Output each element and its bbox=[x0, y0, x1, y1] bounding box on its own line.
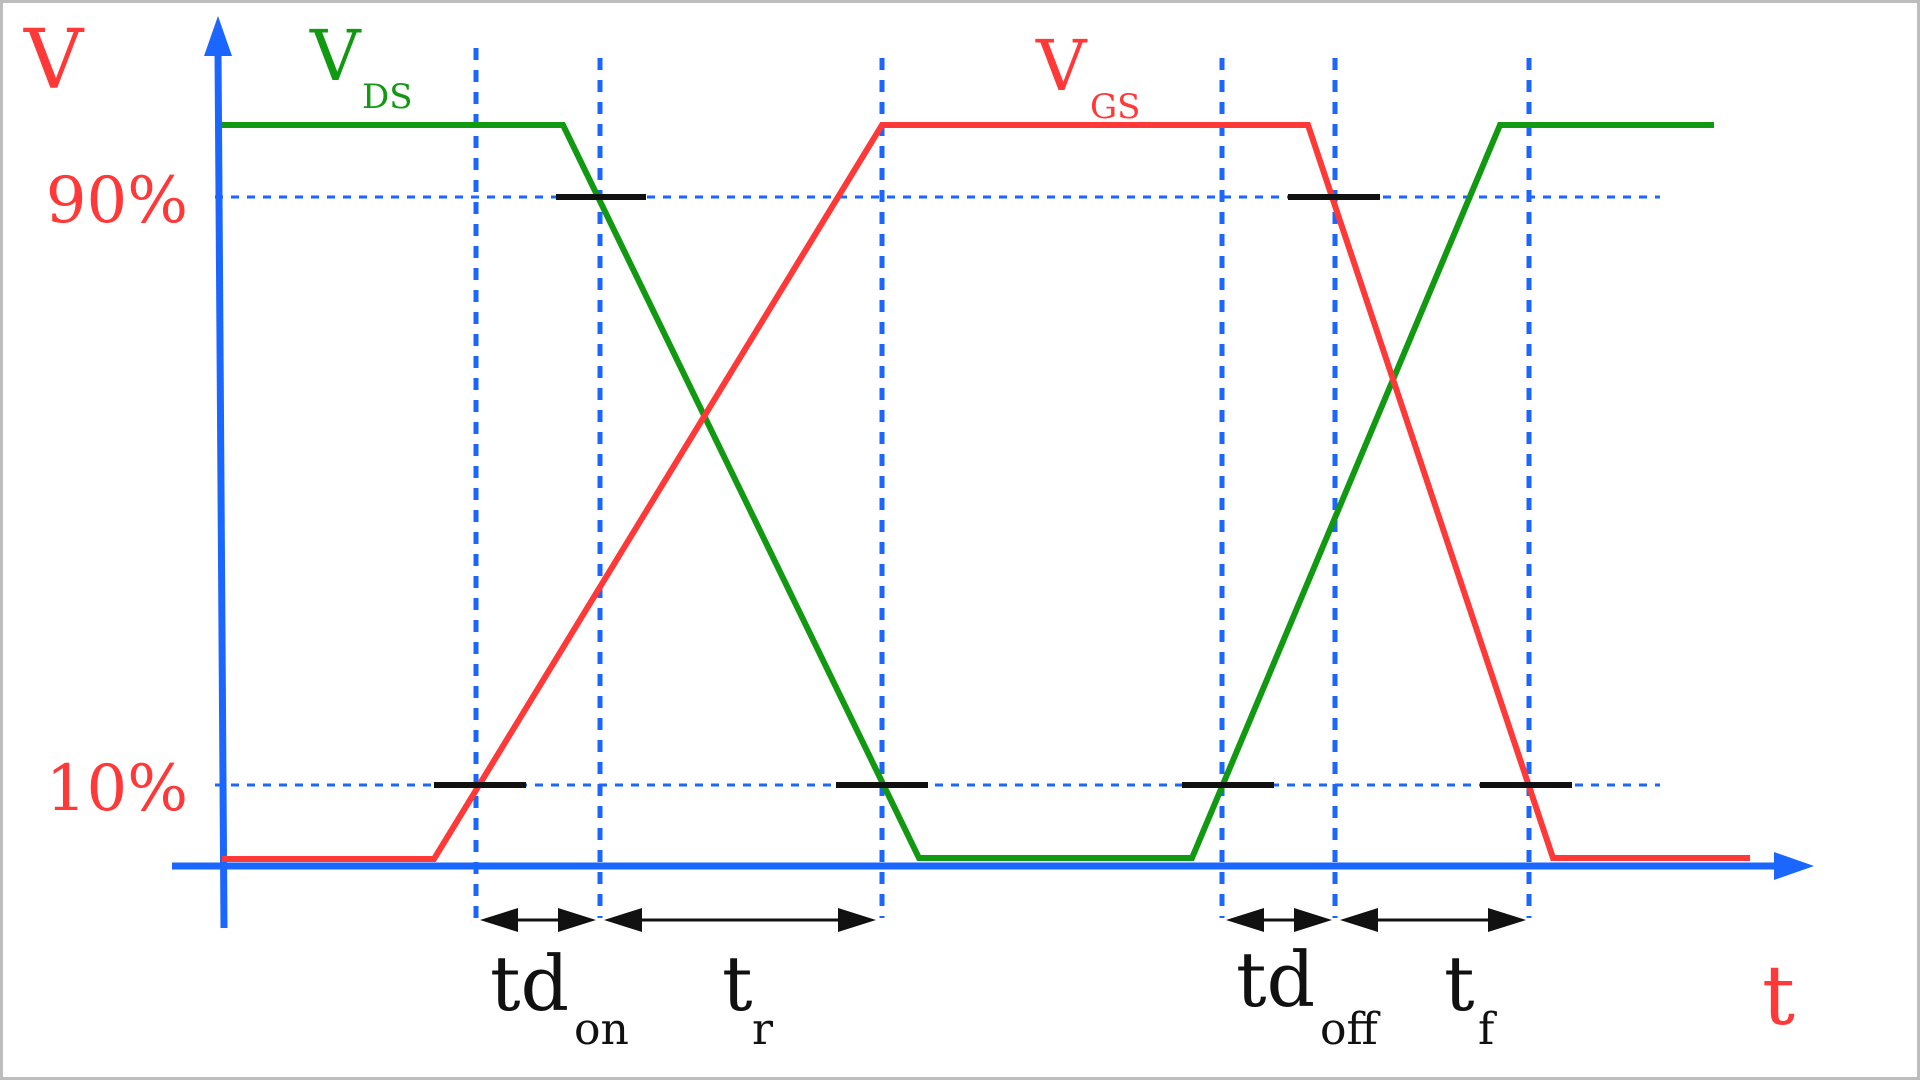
crossing-ticks bbox=[434, 194, 1572, 788]
interval-label-td-off-main: td bbox=[1236, 935, 1315, 1024]
interval-arrows bbox=[480, 908, 1526, 932]
x-axis-label: t bbox=[1762, 949, 1795, 1044]
arrow-td-on bbox=[480, 908, 596, 932]
axes bbox=[172, 16, 1814, 929]
level-label-10: 10% bbox=[46, 752, 188, 826]
interval-label-tr: t r bbox=[722, 939, 774, 1055]
arrow-td-off bbox=[1226, 908, 1332, 932]
vds-label-sub: DS bbox=[362, 77, 413, 117]
interval-label-td-off-sub: off bbox=[1320, 1004, 1380, 1055]
interval-label-td-on-sub: on bbox=[574, 1004, 629, 1055]
arrow-tf bbox=[1340, 908, 1526, 932]
y-axis-label: V bbox=[23, 13, 85, 108]
y-axis-arrow bbox=[204, 16, 232, 56]
x-axis-arrow bbox=[1774, 852, 1814, 880]
vds-label: V DS bbox=[309, 15, 413, 117]
interval-label-td-on: td on bbox=[490, 939, 629, 1055]
interval-label-tf-main: t bbox=[1444, 939, 1475, 1028]
interval-label-tf-sub: f bbox=[1478, 1004, 1497, 1055]
interval-label-tr-main: t bbox=[722, 939, 753, 1028]
vds-waveform bbox=[222, 122, 1714, 861]
level-label-90: 90% bbox=[46, 164, 188, 238]
arrow-tr bbox=[604, 908, 876, 932]
interval-label-tr-sub: r bbox=[752, 1004, 774, 1055]
interval-label-td-off: td off bbox=[1236, 935, 1380, 1055]
vds-label-main: V bbox=[309, 15, 362, 97]
vgs-waveform bbox=[222, 122, 1750, 862]
vgs-label-main: V bbox=[1035, 25, 1088, 107]
vgs-label: V GS bbox=[1035, 25, 1140, 127]
vgs-label-sub: GS bbox=[1090, 87, 1140, 127]
interval-label-td-on-main: td bbox=[490, 939, 569, 1028]
interval-label-tf: t f bbox=[1444, 939, 1497, 1055]
y-axis bbox=[214, 49, 228, 929]
